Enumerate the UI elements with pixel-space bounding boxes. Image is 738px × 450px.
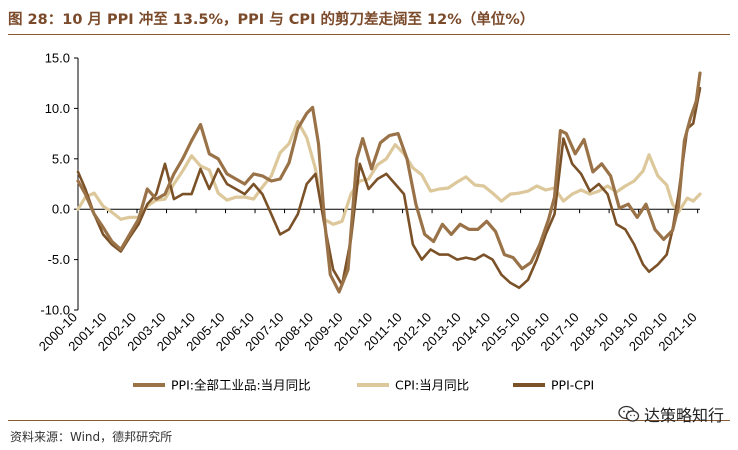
- wechat-icon: [618, 405, 640, 422]
- ppi-cpi-series-line: [76, 86, 702, 290]
- chart-legend: PPI:全部工业品:当月同比 CPI:当月同比 PPI-CPI: [133, 378, 594, 393]
- line-chart: 15.010.05.00.0-5.0-10.02000-102001-10200…: [36, 51, 702, 393]
- y-tick-label: 10.0: [45, 101, 70, 116]
- legend-cpi-label: CPI:当月同比: [395, 378, 469, 393]
- y-tick-label: 5.0: [52, 151, 70, 166]
- cpi-series-line: [76, 119, 702, 226]
- watermark-text: 达策略知行: [643, 406, 724, 425]
- figure-title: 图 28：10 月 PPI 冲至 13.5%，PPI 与 CPI 的剪刀差走阔至…: [8, 12, 535, 28]
- y-tick-label: 0.0: [52, 202, 70, 217]
- y-tick-label: -10.0: [40, 303, 70, 318]
- chart-series: [76, 71, 702, 294]
- title-divider: [8, 34, 730, 35]
- y-tick-label: 15.0: [45, 51, 70, 66]
- chart-axes: 15.010.05.00.0-5.0-10.02000-102001-10200…: [36, 51, 700, 354]
- watermark: 达策略知行: [618, 402, 724, 426]
- legend-ppi-label: PPI:全部工业品:当月同比: [171, 378, 311, 393]
- source-divider: [8, 420, 730, 421]
- source-note: 资料来源：Wind，德邦研究所: [10, 430, 173, 444]
- legend-ppi-cpi-label: PPI-CPI: [551, 378, 594, 393]
- ppi-series-line: [76, 71, 702, 294]
- y-tick-label: -5.0: [48, 252, 70, 267]
